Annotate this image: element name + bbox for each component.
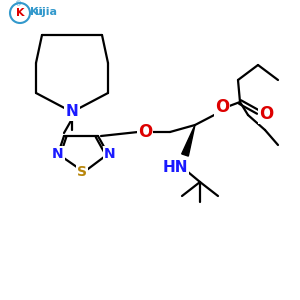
Polygon shape <box>182 125 195 156</box>
Text: S: S <box>77 165 87 179</box>
Text: N: N <box>52 147 64 161</box>
Text: K: K <box>16 8 24 18</box>
Text: ujia: ujia <box>34 7 57 17</box>
Text: O: O <box>138 123 152 141</box>
Text: HN: HN <box>162 160 188 175</box>
Text: ®: ® <box>15 1 22 7</box>
Text: N: N <box>66 104 78 119</box>
Text: N: N <box>104 147 116 161</box>
Text: O: O <box>215 98 229 116</box>
Text: Ki: Ki <box>30 7 42 17</box>
Text: O: O <box>259 105 273 123</box>
